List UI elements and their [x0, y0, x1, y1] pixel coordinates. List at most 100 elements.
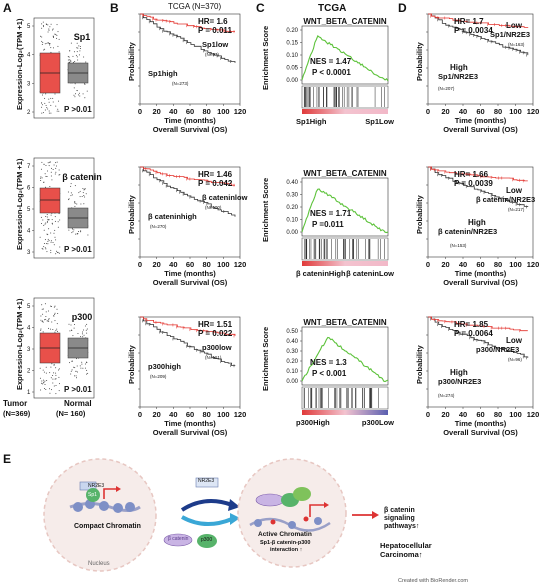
c-pvalue: P < 0.001: [312, 369, 347, 378]
b-low-n: (N=97): [205, 52, 219, 57]
gene-hit-bars: [301, 85, 389, 109]
km-xtick: 100: [509, 260, 522, 269]
km-curve: [428, 166, 529, 207]
hcc-label: Hepatocellular Carcinoma↑: [380, 541, 432, 559]
c-ytick: 0.40: [286, 339, 298, 345]
a-xlabel-tumor-n: (N=369): [3, 409, 31, 418]
a-ytick: 6: [27, 186, 31, 192]
km-xtick: 40: [169, 260, 177, 269]
km-xtick: 20: [441, 410, 449, 419]
d-low-label: Low: [506, 186, 523, 195]
km-curve: [140, 13, 235, 32]
km-xtick: 40: [459, 410, 467, 419]
c-title: WNT_BETA_CATENIN: [303, 169, 386, 178]
km-xtick: 40: [169, 107, 177, 116]
a-ylabel: Expression-Log₂(TPM +1): [15, 158, 24, 250]
a-ytick: 4: [27, 53, 31, 59]
b-pvalue: P = 0.011: [198, 26, 232, 35]
b-low-label: β cateninlow: [202, 193, 248, 202]
a-ytick: 4: [27, 326, 31, 332]
km-ylabel: Probability: [415, 194, 424, 234]
km-xtick: 60: [186, 410, 194, 419]
b-low-n: (N=161): [205, 355, 222, 360]
panel-b-header: TCGA (N=370): [168, 2, 222, 11]
km-xtick: 40: [459, 107, 467, 116]
km-b-1: 0 20 40 60 80 100 120 Probability Time (months)O…: [127, 166, 248, 287]
km-curve: [428, 316, 529, 358]
rank-gradient-bar: [302, 261, 388, 266]
a-ytick: 3: [27, 250, 31, 256]
a-pvalue: P >0.01: [64, 105, 92, 114]
c-ytick: 0.10: [286, 53, 298, 59]
nucleus-compact: [43, 458, 157, 572]
km-xtick: 120: [234, 107, 247, 116]
km-xtick: 80: [494, 107, 502, 116]
km-os-label: Overall Survival (OS): [153, 125, 228, 134]
tumor-box: [39, 187, 61, 214]
a-ytick: 5: [27, 207, 31, 213]
outcome-label: β catenin signaling pathways↑: [384, 507, 420, 531]
km-xtick: 80: [202, 107, 210, 116]
km-d-0: 0 20 40 60 80 100 120 Probability Time (months)O…: [415, 13, 540, 134]
km-xtick: 20: [441, 260, 449, 269]
km-xtick: 100: [217, 260, 230, 269]
a-ytick: 7: [27, 164, 31, 170]
boxplot-0: 5 4 3 2 Sp1 P >0.01 Expression-Log₂(TPM +1): [15, 17, 95, 119]
boxplot-2: 5 4 3 2 1 p300 P >0.01 Expression-Log₂(TPM +1): [15, 297, 95, 399]
km-xtick: 40: [169, 410, 177, 419]
km-xlabel: Time (months): [455, 419, 507, 428]
km-xtick: 60: [186, 107, 194, 116]
d-pvalue: P = 0.0034: [454, 26, 493, 35]
a-ylabel: Expression-Log₂(TPM +1): [15, 298, 24, 390]
panel-letter-d: D: [398, 1, 407, 15]
nr2e3-label-1: NR2E3: [88, 483, 105, 489]
c-title: WNT_BETA_CATENIN: [303, 17, 386, 26]
km-curve: [140, 166, 236, 217]
km-xtick: 120: [527, 107, 540, 116]
km-xtick: 0: [426, 107, 430, 116]
b-hr: HR= 1.46: [198, 170, 233, 179]
c-right-label: β cateninLow: [346, 269, 394, 278]
c-left-label: β cateninHigh: [296, 269, 346, 278]
b-high-n: (N=270): [150, 224, 167, 229]
km-ylabel: Probability: [415, 344, 424, 384]
km-xlabel: Time (months): [455, 269, 507, 278]
d-low-label-2: β catenin/NR2E3: [476, 195, 535, 204]
b-low-label: p300low: [202, 343, 232, 352]
b-pvalue: P = 0.022: [198, 329, 233, 338]
b-high-label: Sp1high: [148, 69, 178, 78]
a-gene-label: Sp1: [74, 32, 91, 42]
panel-letter-b: B: [110, 1, 119, 15]
km-xtick: 0: [426, 410, 430, 419]
c-nes: NES = 1.71: [310, 209, 352, 218]
panel-letter-a: A: [3, 1, 12, 15]
d-high-label-2: Sp1/NR2E3: [438, 72, 478, 81]
d-low-label: Low: [506, 21, 523, 30]
nr2e3-label-2: NR2E3: [198, 478, 215, 484]
km-xtick: 60: [476, 410, 484, 419]
km-xtick: 20: [441, 107, 449, 116]
b-pvalue: P = 0.042: [198, 179, 233, 188]
a-xlabel-normal: Normal: [64, 399, 92, 408]
km-xtick: 0: [426, 260, 430, 269]
km-ylabel: Probability: [415, 41, 424, 81]
km-xlabel: Time (months): [455, 116, 507, 125]
km-xtick: 120: [234, 260, 247, 269]
c-ytick: 0.40: [286, 180, 298, 186]
a-xlabel-tumor: Tumor: [3, 399, 27, 408]
km-xtick: 120: [234, 410, 247, 419]
c-right-label: Sp1Low: [365, 117, 394, 126]
km-xtick: 100: [509, 410, 522, 419]
a-gene-label: p300: [72, 312, 93, 322]
b-low-label: Sp1low: [202, 40, 228, 49]
b-high-label: p300high: [148, 362, 181, 371]
km-xtick: 80: [202, 410, 210, 419]
c-nes: NES = 1.47: [310, 57, 352, 66]
panel-e-schematic: NR2E3 Sp1 Compact Chromatin Nucleus NR2E…: [0, 455, 546, 587]
enrichment-curve: [301, 35, 389, 82]
a-ytick: 2: [27, 369, 31, 375]
a-ytick: 5: [27, 24, 31, 30]
km-curve: [140, 166, 235, 186]
compact-chromatin-label: Compact Chromatin: [74, 523, 141, 530]
biorender-credit: Created with BioRender.com: [398, 578, 469, 584]
